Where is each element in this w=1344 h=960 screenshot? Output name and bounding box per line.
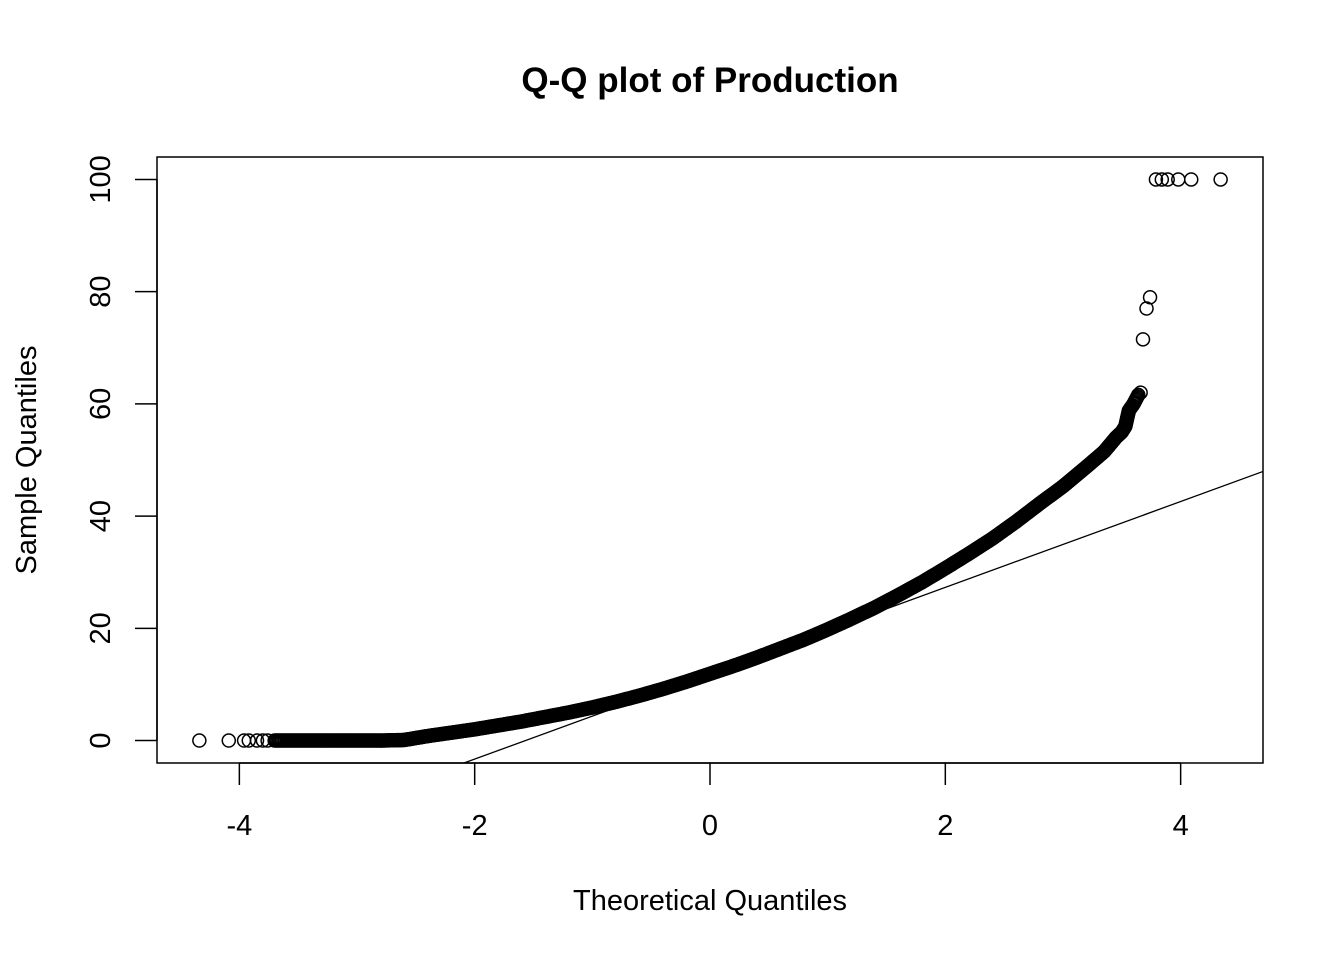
data-point bbox=[1154, 172, 1170, 187]
x-tick-label: 2 bbox=[937, 810, 953, 842]
y-tick-label: 20 bbox=[85, 612, 117, 644]
data-point bbox=[241, 733, 257, 748]
data-point bbox=[249, 733, 265, 748]
y-tick-label: 80 bbox=[85, 276, 117, 308]
data-point bbox=[1135, 332, 1151, 347]
data-point bbox=[1183, 172, 1199, 187]
data-point bbox=[1148, 172, 1164, 187]
x-tick-label: 0 bbox=[702, 810, 718, 842]
y-axis-label: Sample Quantiles bbox=[11, 346, 43, 575]
y-tick-label: 100 bbox=[85, 155, 117, 203]
x-tick-label: -4 bbox=[226, 810, 252, 842]
chart-title: Q-Q plot of Production bbox=[521, 61, 898, 100]
data-point bbox=[1133, 385, 1148, 400]
data-point bbox=[192, 733, 207, 748]
data-point bbox=[1213, 172, 1228, 187]
data-point bbox=[1131, 387, 1146, 403]
x-axis-label: Theoretical Quantiles bbox=[573, 885, 847, 917]
y-axis: 0 20 40 60 80 100 bbox=[85, 155, 158, 749]
y-tick-label: 0 bbox=[85, 732, 117, 748]
y-tick-label: 60 bbox=[85, 388, 117, 420]
y-tick-label: 40 bbox=[85, 500, 117, 532]
x-axis: -4 -2 0 2 4 bbox=[226, 762, 1189, 842]
data-points bbox=[192, 172, 1228, 748]
x-tick-label: 4 bbox=[1173, 810, 1189, 842]
data-point bbox=[221, 733, 237, 748]
data-point bbox=[1142, 290, 1158, 305]
x-tick-label: -2 bbox=[462, 810, 488, 842]
data-point bbox=[1160, 172, 1175, 187]
